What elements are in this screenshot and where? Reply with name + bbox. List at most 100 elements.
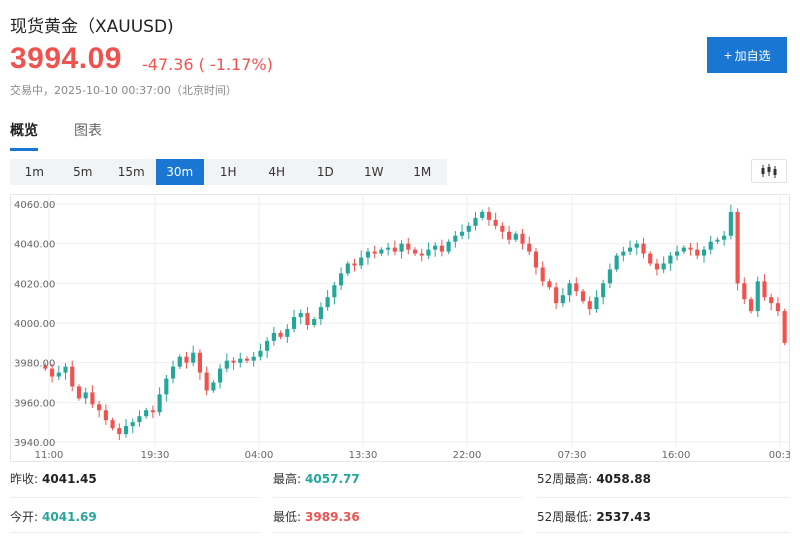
- candle-body: [332, 285, 337, 298]
- y-axis: 4060.00 4040.00 4020.00 4000.00 3980.00 3960.…: [14, 200, 55, 449]
- candle-body: [762, 281, 767, 298]
- candle-body: [170, 366, 176, 379]
- price-chart[interactable]: 11:00 19:30 04:00 13:30 22:00 07:30 16:00 00:3 …: [10, 194, 790, 462]
- candle-body: [157, 394, 162, 413]
- stat-value: 4041.69: [42, 510, 97, 524]
- candle-body: [406, 243, 411, 250]
- candle-body: [412, 249, 418, 254]
- candle-body: [238, 358, 243, 363]
- candle-body: [231, 360, 236, 363]
- interval-1m[interactable]: 1m: [24, 165, 44, 179]
- candle-body: [144, 410, 149, 417]
- candle-body: [688, 247, 693, 250]
- interval-5m[interactable]: 5m: [73, 165, 93, 179]
- candle-body: [607, 269, 612, 284]
- candle-body: [204, 372, 209, 391]
- interval-1mo[interactable]: 1M: [413, 165, 432, 179]
- add-watchlist-label: 加自选: [734, 48, 771, 63]
- candle-body: [748, 299, 754, 312]
- candle-body: [654, 263, 660, 270]
- candle-body: [614, 255, 619, 270]
- candle-body: [755, 281, 760, 312]
- candle-body: [271, 332, 276, 341]
- interval-15m[interactable]: 15m: [117, 165, 145, 179]
- candle-body: [627, 247, 633, 252]
- candle-body: [500, 225, 505, 232]
- stat-prev-close: 昨收: 4041.45: [10, 470, 97, 487]
- chart-grid: [10, 194, 790, 462]
- candle-body: [392, 247, 397, 252]
- candle-body: [312, 319, 317, 325]
- candle-body: [533, 251, 539, 268]
- tab-overview[interactable]: 概览: [10, 120, 38, 151]
- candle-body: [43, 365, 48, 369]
- candle-body: [527, 243, 532, 252]
- candle-body: [574, 283, 579, 292]
- candle-body: [83, 392, 88, 399]
- stat-label: 今开:: [10, 510, 39, 524]
- stat-52w-low: 52周最低: 2537.43: [537, 508, 651, 525]
- candle-body: [722, 235, 727, 240]
- candle-body: [298, 313, 303, 318]
- divider: [273, 532, 523, 533]
- interval-1h[interactable]: 1H: [219, 165, 237, 179]
- candle-body: [372, 251, 377, 254]
- interval-30m[interactable]: 30m: [155, 159, 204, 185]
- interval-4h[interactable]: 4H: [268, 165, 286, 179]
- candle-body: [641, 243, 646, 254]
- candle-body: [325, 297, 330, 308]
- candle-body: [480, 211, 485, 218]
- chart-type-button[interactable]: [751, 159, 787, 183]
- candle-body: [345, 263, 350, 274]
- candle-body: [191, 352, 196, 363]
- candles: [43, 204, 787, 441]
- candle-body: [70, 366, 75, 387]
- candle-body: [130, 422, 135, 427]
- candle-body: [520, 233, 525, 244]
- candle-body: [123, 426, 129, 435]
- tab-chart[interactable]: 图表: [74, 123, 102, 139]
- candle-body: [63, 366, 68, 373]
- candle-body: [278, 332, 283, 337]
- candle-body: [735, 211, 740, 284]
- page-title: 现货黄金（XAUUSD): [10, 17, 174, 37]
- candle-body: [708, 241, 713, 250]
- y-tick-label: 3980.00: [14, 359, 55, 370]
- candle-body: [224, 360, 229, 369]
- candle-body: [486, 211, 492, 220]
- stat-value: 3989.36: [305, 510, 360, 524]
- x-axis: 11:00 19:30 04:00 13:30 22:00 07:30 16:00 00:3: [35, 450, 790, 461]
- candle-body: [775, 303, 781, 312]
- x-tick-label: 13:30: [349, 450, 378, 461]
- interval-1d[interactable]: 1D: [316, 165, 334, 179]
- candle-body: [258, 350, 263, 357]
- add-watchlist-button[interactable]: + 加自选: [707, 37, 787, 73]
- candle-body: [695, 249, 700, 256]
- divider: [537, 497, 790, 498]
- current-price: 3994.09: [10, 42, 122, 75]
- candle-body: [567, 283, 572, 296]
- candle-body: [728, 211, 733, 236]
- stat-label: 52周最高:: [537, 472, 593, 486]
- candle-body: [399, 243, 404, 252]
- candle-body: [554, 287, 559, 304]
- y-tick-label: 4000.00: [14, 319, 55, 330]
- price-change: -47.36 ( -1.17%): [142, 55, 273, 74]
- x-tick-label: 16:00: [662, 450, 691, 461]
- stat-low: 最低: 3989.36: [273, 508, 360, 525]
- y-tick-label: 3960.00: [14, 398, 55, 409]
- divider: [537, 532, 790, 533]
- candle-body: [681, 247, 686, 252]
- stat-label: 52周最低:: [537, 510, 593, 524]
- candle-body: [715, 239, 720, 242]
- candle-body: [251, 356, 256, 361]
- candle-body: [150, 410, 155, 413]
- candle-body: [661, 263, 666, 270]
- candle-body: [560, 295, 565, 304]
- x-tick-label: 22:00: [453, 450, 482, 461]
- candle-body: [164, 378, 169, 395]
- candle-body: [338, 273, 344, 286]
- interval-1w[interactable]: 1W: [364, 165, 384, 179]
- candle-body: [453, 235, 458, 242]
- x-tick-label: 11:00: [35, 450, 64, 461]
